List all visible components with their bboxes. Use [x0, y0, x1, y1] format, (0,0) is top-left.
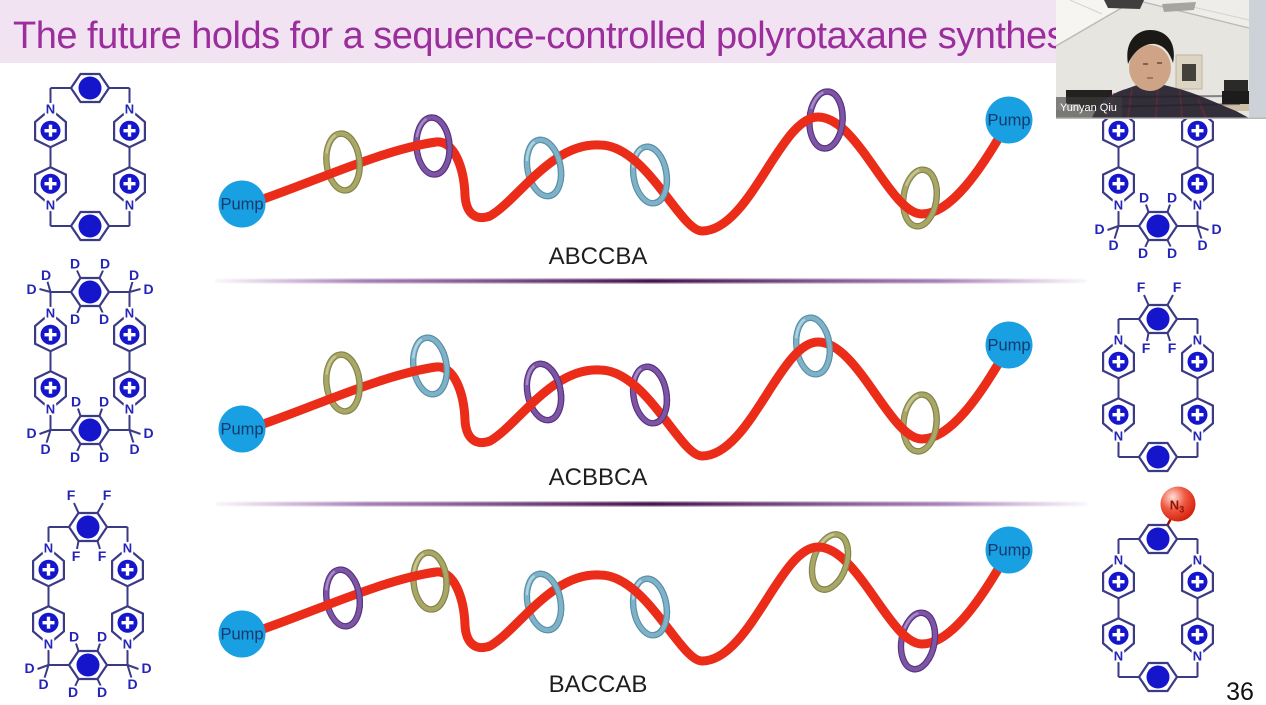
svg-text:D: D [1197, 237, 1207, 253]
svg-text:N: N [1114, 649, 1123, 664]
svg-text:D: D [99, 449, 109, 465]
svg-text:N: N [46, 198, 55, 213]
svg-text:36: 36 [1226, 678, 1254, 705]
svg-text:Pump: Pump [987, 337, 1030, 355]
svg-text:D: D [143, 425, 153, 441]
svg-text:N: N [46, 306, 55, 321]
svg-text:D: D [127, 676, 137, 692]
svg-text:N: N [1193, 198, 1202, 213]
svg-text:N: N [123, 637, 132, 652]
svg-text:N: N [46, 402, 55, 417]
svg-text:N: N [1114, 553, 1123, 568]
svg-text:D: D [41, 267, 51, 283]
svg-text:D: D [26, 425, 36, 441]
svg-text:F: F [1137, 279, 1146, 295]
svg-text:Pump: Pump [987, 542, 1030, 560]
svg-text:N: N [46, 102, 55, 117]
svg-text:N: N [1193, 553, 1202, 568]
svg-text:D: D [1167, 245, 1177, 261]
svg-text:D: D [1211, 221, 1221, 237]
svg-text:ABCCBA: ABCCBA [549, 243, 648, 270]
svg-text:D: D [26, 281, 36, 297]
svg-text:D: D [38, 676, 48, 692]
svg-text:F: F [1168, 340, 1177, 356]
svg-text:D: D [24, 660, 34, 676]
svg-text:BACCAB: BACCAB [549, 671, 648, 698]
svg-text:D: D [1094, 221, 1104, 237]
svg-text:D: D [141, 660, 151, 676]
svg-text:The future holds for a sequenc: The future holds for a sequence-controll… [13, 15, 1092, 57]
svg-text:F: F [67, 487, 76, 503]
svg-text:D: D [97, 629, 107, 645]
svg-text:D: D [70, 311, 80, 327]
svg-text:D: D [1139, 190, 1149, 206]
svg-text:ACBBCA: ACBBCA [549, 464, 648, 491]
svg-text:N: N [125, 102, 134, 117]
svg-text:F: F [1173, 279, 1182, 295]
svg-text:D: D [97, 684, 107, 700]
svg-text:Yunyan Qiu: Yunyan Qiu [1060, 102, 1117, 114]
svg-text:D: D [68, 684, 78, 700]
svg-text:F: F [1142, 340, 1151, 356]
svg-text:Pump: Pump [220, 421, 263, 439]
svg-text:D: D [99, 311, 109, 327]
svg-text:D: D [1138, 245, 1148, 261]
svg-text:D: D [1108, 237, 1118, 253]
svg-text:D: D [129, 441, 139, 457]
svg-text:F: F [103, 487, 112, 503]
svg-text:N: N [125, 306, 134, 321]
svg-text:Pump: Pump [987, 112, 1030, 130]
svg-text:D: D [143, 281, 153, 297]
svg-text:N: N [1114, 198, 1123, 213]
svg-text:D: D [70, 449, 80, 465]
svg-text:Pump: Pump [220, 626, 263, 644]
svg-text:D: D [100, 256, 110, 272]
svg-text:N: N [123, 541, 132, 556]
svg-text:D: D [70, 256, 80, 272]
svg-text:N: N [44, 541, 53, 556]
svg-text:N: N [1114, 333, 1123, 348]
svg-text:N: N [44, 637, 53, 652]
svg-text:N: N [1193, 333, 1202, 348]
svg-text:D: D [71, 394, 81, 410]
svg-text:D: D [40, 441, 50, 457]
svg-text:N: N [125, 198, 134, 213]
svg-text:D: D [69, 629, 79, 645]
svg-text:F: F [98, 548, 107, 564]
svg-text:N: N [1193, 649, 1202, 664]
svg-text:D: D [1167, 190, 1177, 206]
svg-text:D: D [99, 394, 109, 410]
svg-text:Pump: Pump [220, 196, 263, 214]
svg-text:N: N [125, 402, 134, 417]
svg-text:N: N [1193, 429, 1202, 444]
svg-text:F: F [72, 548, 81, 564]
svg-text:N: N [1114, 429, 1123, 444]
svg-text:D: D [129, 267, 139, 283]
